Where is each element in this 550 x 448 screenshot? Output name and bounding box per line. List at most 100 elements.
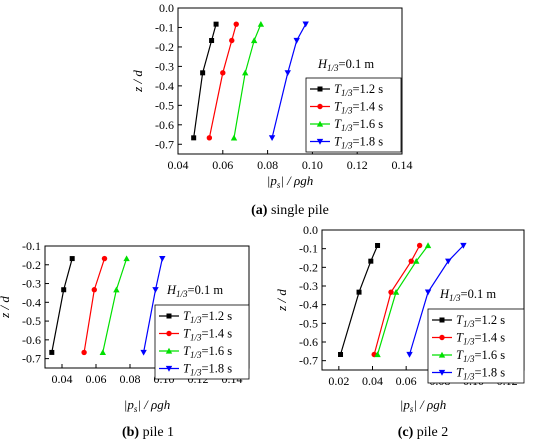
data-point <box>49 349 55 355</box>
x-tick-label: 0.14 <box>392 158 413 172</box>
series-line <box>339 245 379 355</box>
series-1.6s <box>99 255 130 356</box>
legend-marker <box>166 313 172 319</box>
legend-marker <box>439 317 445 323</box>
data-point <box>233 21 239 27</box>
series-1.8s <box>140 255 166 356</box>
series-1.6s <box>230 20 265 141</box>
y-tick-label: -0.4 <box>155 79 174 93</box>
y-tick-label: -0.5 <box>22 314 41 328</box>
data-point <box>293 37 300 44</box>
data-point <box>374 351 381 358</box>
y-tick-label: -0.4 <box>299 298 318 312</box>
legend-title: H1/3=0.1 m <box>439 287 496 303</box>
legend-marker <box>165 347 173 354</box>
series-line <box>373 245 421 355</box>
data-point <box>388 289 394 295</box>
legend-marker <box>438 369 446 376</box>
series-line <box>51 258 73 353</box>
series-line <box>208 23 237 138</box>
y-tick-label: -0.2 <box>299 260 318 274</box>
legend-entry: T1/3=1.2 s <box>334 82 383 98</box>
y-tick-label: -0.2 <box>155 40 174 54</box>
series-1.4s <box>206 21 239 141</box>
y-tick-label: -0.1 <box>22 239 41 253</box>
legend-entry: T1/3=1.8 s <box>456 366 505 382</box>
data-point <box>242 69 249 76</box>
y-axis-label: z / d <box>130 70 145 93</box>
legend-marker <box>438 351 446 358</box>
y-tick-label: -0.2 <box>22 258 41 272</box>
series-line <box>102 258 128 353</box>
x-tick-label: 0.06 <box>212 158 233 172</box>
x-tick-label: 0.08 <box>120 372 141 386</box>
legend-entry: T1/3=1.6 s <box>183 344 232 360</box>
data-point <box>356 289 362 295</box>
x-tick-label: 0.02 <box>328 374 349 388</box>
data-point <box>69 256 75 262</box>
x-tick-label: 0.04 <box>168 158 189 172</box>
series-1.2s <box>338 242 381 358</box>
x-tick-label: 0.10 <box>302 158 323 172</box>
y-tick-label: -0.5 <box>155 98 174 112</box>
y-tick-label: -0.6 <box>299 335 318 349</box>
data-point <box>200 70 206 76</box>
x-tick-label: 0.04 <box>362 374 383 388</box>
data-point <box>424 242 432 249</box>
data-point <box>268 135 276 142</box>
legend-entry: T1/3=1.4 s <box>183 327 232 343</box>
data-point <box>123 255 130 262</box>
data-point <box>460 242 467 249</box>
data-point <box>375 242 381 248</box>
series-line <box>193 23 217 138</box>
y-tick-label: -0.6 <box>22 333 41 347</box>
y-axis-label: z / d <box>274 289 289 312</box>
series-line <box>376 245 429 355</box>
data-point <box>191 135 197 141</box>
legend-title: H1/3=0.1 m <box>317 57 374 73</box>
series-line <box>233 23 262 138</box>
legend-entry: T1/3=1.2 s <box>183 309 232 325</box>
legend-entry: T1/3=1.8 s <box>183 362 232 378</box>
chart-caption: (b) pile 1 <box>122 425 174 440</box>
series-line <box>83 258 106 353</box>
legend-entry: T1/3=1.8 s <box>334 135 383 151</box>
y-tick-label: -0.4 <box>22 295 41 309</box>
data-point <box>91 287 98 293</box>
x-axis-label: |ps| / ρgh <box>267 173 314 190</box>
chart-1: 0.04 0.06 0.08 0.10 0.12 0.14 0.0 -0.1 -0.2 -0.3 -… <box>130 1 413 218</box>
legend-marker <box>166 330 172 337</box>
legend-entry: T1/3=1.6 s <box>334 117 383 133</box>
plot-frame <box>321 229 525 371</box>
data-point <box>61 287 67 293</box>
data-point <box>284 70 291 77</box>
series-1.4s <box>371 242 423 358</box>
chart-caption: (c) pile 2 <box>398 425 449 440</box>
y-tick-label: -0.1 <box>299 242 318 256</box>
x-axis-label: |ps| / ρgh <box>400 397 447 414</box>
data-point <box>392 288 400 295</box>
legend-entry: T1/3=1.2 s <box>456 313 505 329</box>
y-tick-label: 0.0 <box>303 223 318 237</box>
data-point <box>113 286 120 293</box>
y-tick-label: -0.7 <box>22 352 41 366</box>
chart-2: 0.040.060.080.100.120.14-0.1-0.2-0.3-0.4… <box>0 239 250 440</box>
y-tick-label: -0.5 <box>299 316 318 330</box>
data-point <box>413 257 420 264</box>
x-tick-label: 0.06 <box>86 372 107 386</box>
series-1.6s <box>374 242 432 358</box>
series-1.8s <box>268 21 309 142</box>
data-point <box>416 242 423 249</box>
data-point <box>257 20 265 27</box>
legend-marker <box>316 120 324 127</box>
series-1.2s <box>49 256 75 355</box>
data-point <box>206 135 213 141</box>
legend-entry: T1/3=1.6 s <box>456 348 505 364</box>
y-tick-label: 0.0 <box>159 1 174 15</box>
data-point <box>424 289 432 296</box>
series-line <box>408 245 464 355</box>
series-1.4s <box>81 255 108 356</box>
data-point <box>230 134 238 141</box>
x-axis-label: |ps| / ρgh <box>124 397 171 414</box>
